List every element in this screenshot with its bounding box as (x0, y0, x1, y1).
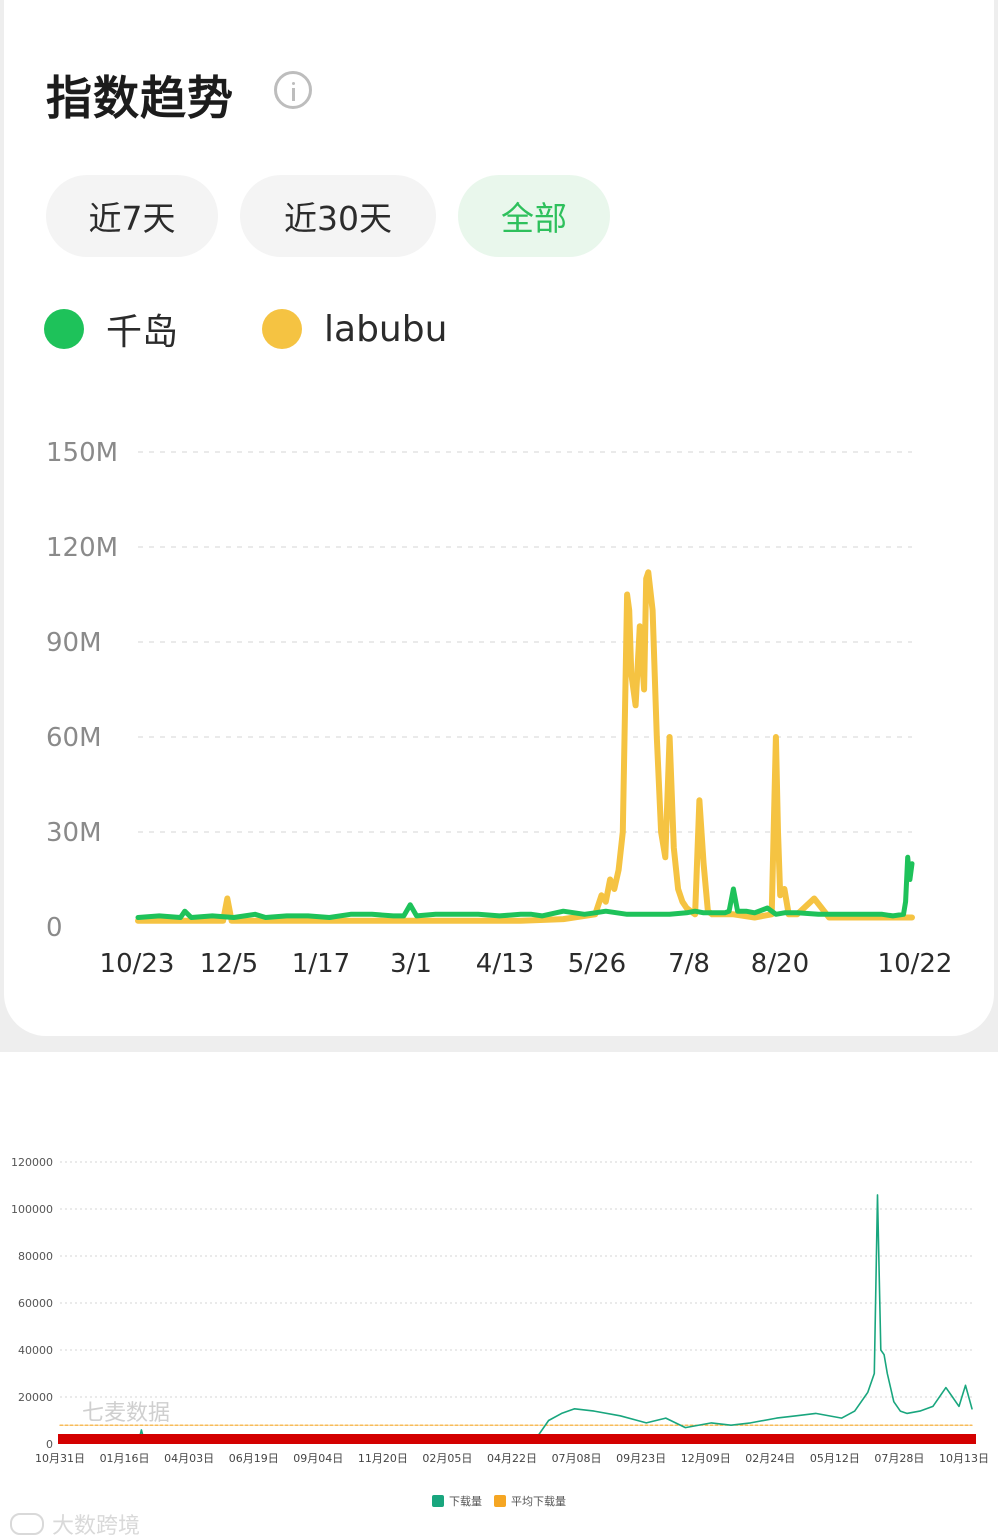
x-tick-label: 5/26 (568, 949, 626, 979)
legend-item-downloads: 下载量 (432, 1493, 482, 1509)
watermark-dashu: 大数跨境 (10, 1508, 140, 1540)
x-tick-label: 01月16日 (100, 1452, 150, 1465)
x-tick-label: 4/13 (476, 949, 534, 979)
logo-icon (10, 1513, 44, 1535)
x-tick-label: 04月03日 (164, 1452, 214, 1465)
download-legend: 下载量 平均下载量 (0, 1493, 998, 1509)
y-tick-label: 40000 (18, 1344, 53, 1357)
index-trend-chart: 150M 120M 90M 60M 30M 0 10/23 12/5 1/17 3/1 4/13 5/… (46, 438, 953, 979)
x-tick-label: 8/20 (751, 949, 809, 979)
x-tick-label: 06月19日 (229, 1452, 279, 1465)
x-tick-label: 07月28日 (874, 1452, 924, 1465)
x-tick-label: 05月12日 (810, 1452, 860, 1465)
y-tick-label: 60000 (18, 1297, 53, 1310)
tab-all[interactable]: 全部 (458, 175, 610, 257)
x-tick-label: 12/5 (200, 949, 258, 979)
legend-label: 千岛 (106, 312, 179, 353)
series-line-2 (135, 854, 915, 920)
tab-30-days[interactable]: 近30天 (240, 175, 436, 257)
legend-swatch (494, 1495, 506, 1507)
x-tick-label: 10月13日 (939, 1452, 989, 1465)
legend-item-qiandao: 千岛 (44, 307, 178, 353)
y-tick-label: 100000 (11, 1203, 53, 1216)
legend-item-avg-downloads: 平均下载量 (494, 1493, 566, 1509)
x-tick-label: 10月31日 (35, 1452, 85, 1465)
x-tick-label: 1/17 (292, 949, 350, 979)
page-title: 指数趋势 (46, 71, 234, 125)
x-tick-label: 3/1 (390, 949, 432, 979)
x-tick-label: 09月04日 (293, 1452, 343, 1465)
y-tick-label: 20000 (18, 1391, 53, 1404)
watermark-qimai: 七麦数据 (82, 1401, 171, 1426)
y-tick-label: 30M (46, 818, 102, 848)
download-chart-panel (0, 1052, 998, 1540)
x-tick-label: 04月22日 (487, 1452, 537, 1465)
y-tick-label: 120M (46, 533, 118, 563)
y-tick-label: 90M (46, 628, 102, 658)
y-tick-label: 80000 (18, 1250, 53, 1263)
y-tick-label: 0 (46, 1438, 53, 1451)
x-tick-label: 07月08日 (552, 1452, 602, 1465)
legend-label: 下载量 (449, 1495, 482, 1508)
legend-label: 平均下载量 (511, 1495, 566, 1508)
legend-dot-yellow (262, 309, 302, 349)
series-line-2 (59, 1194, 973, 1444)
legend-swatch (432, 1495, 444, 1507)
x-tick-label: 7/8 (668, 949, 710, 979)
x-tick-label: 12月09日 (681, 1452, 731, 1465)
legend-item-labubu: labubu (262, 307, 447, 351)
legend-label: labubu (324, 308, 448, 350)
y-tick-label: 120000 (11, 1156, 53, 1169)
y-tick-label: 150M (46, 438, 118, 468)
series-line-1 (135, 569, 915, 924)
x-tick-label: 10/23 (100, 949, 175, 979)
y-tick-label: 60M (46, 723, 102, 753)
x-tick-label: 02月24日 (745, 1452, 795, 1465)
x-tick-label: 10/22 (878, 949, 953, 979)
x-tick-label: 02月05日 (422, 1452, 472, 1465)
legend-dot-green (44, 309, 84, 349)
y-tick-label: 0 (46, 913, 63, 943)
info-icon[interactable] (274, 71, 312, 109)
x-tick-label: 09月23日 (616, 1452, 666, 1465)
tab-7-days[interactable]: 近7天 (46, 175, 218, 257)
watermark-text: 大数跨境 (52, 1514, 141, 1539)
x-tick-label: 11月20日 (358, 1452, 408, 1465)
index-trend-card (4, 0, 994, 1036)
noise-band (58, 1434, 976, 1444)
